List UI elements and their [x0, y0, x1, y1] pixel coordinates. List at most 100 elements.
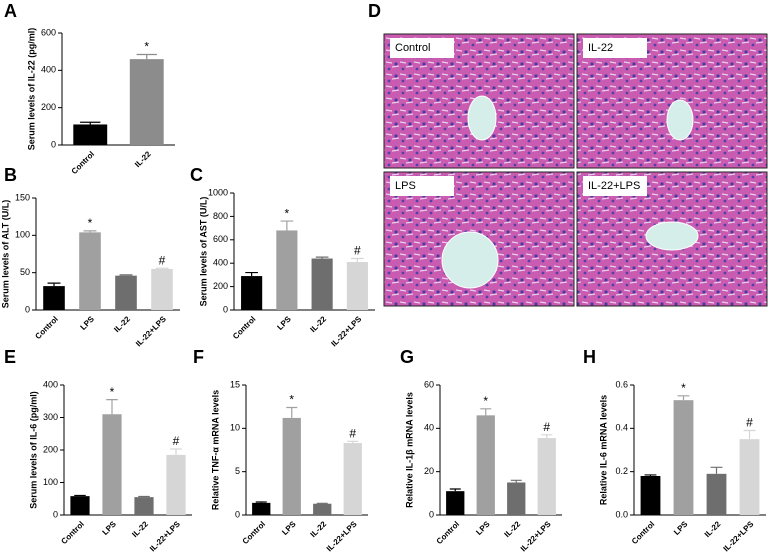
error-bar — [449, 488, 461, 492]
y-tick-label: 100 — [43, 477, 58, 487]
bar — [446, 491, 465, 515]
x-tick-label: IL-22 — [308, 314, 328, 334]
bar — [673, 400, 694, 515]
x-tick-label: IL-22+LPS — [722, 519, 756, 553]
y-axis-label: Serum levels of IL-22 (pg/ml) — [26, 28, 36, 151]
y-tick-label: 50 — [20, 267, 30, 277]
y-tick-label: 1000 — [208, 187, 228, 197]
error-bar — [286, 406, 298, 418]
y-tick-label: 400 — [43, 379, 58, 389]
error-bar — [136, 53, 157, 60]
bar — [282, 417, 301, 515]
y-tick-label: 0 — [53, 509, 58, 519]
x-tick-label: IL-22 — [133, 149, 153, 169]
y-tick-label: 5 — [235, 466, 240, 476]
y-axis-label: Serum levels of ALT (U/L) — [0, 200, 10, 309]
significance-marker: # — [354, 244, 361, 258]
panel-label: E — [4, 347, 16, 367]
central-vein — [666, 99, 694, 141]
image-label: LPS — [395, 180, 416, 192]
y-tick-label: 60 — [424, 379, 434, 389]
y-tick-label: 0.6 — [615, 379, 628, 389]
bar — [739, 439, 760, 515]
error-bar — [119, 274, 133, 276]
x-tick-label: IL-22 — [130, 519, 150, 539]
x-tick-label: Control — [231, 315, 257, 341]
central-vein — [467, 95, 497, 141]
y-tick-label: 400 — [41, 65, 56, 75]
error-bar — [47, 282, 61, 287]
y-tick-label: 0 — [235, 509, 240, 519]
error-bar — [351, 257, 364, 263]
y-tick-label: 150 — [15, 192, 30, 202]
y-tick-label: 800 — [213, 211, 228, 221]
error-bar — [245, 271, 258, 277]
significance-marker: # — [543, 420, 550, 434]
bar — [252, 502, 271, 515]
bar — [276, 230, 298, 310]
y-tick-label: 200 — [41, 102, 56, 112]
x-tick-label: Control — [435, 520, 461, 546]
image-label-box — [583, 176, 647, 196]
x-tick-label: IL-22 — [503, 519, 523, 539]
x-tick-label: LPS — [275, 314, 293, 332]
central-vein — [645, 221, 699, 251]
error-bar — [480, 408, 492, 416]
error-bar — [255, 501, 267, 503]
significance-marker: * — [144, 40, 149, 54]
panel-label: B — [4, 165, 17, 185]
y-tick-label: 10 — [230, 423, 240, 433]
bar — [311, 258, 333, 310]
x-tick-label: Control — [59, 520, 85, 546]
error-bar — [743, 429, 756, 440]
bar — [640, 476, 661, 515]
significance-marker: * — [110, 385, 115, 399]
y-tick-label: 400 — [213, 258, 228, 268]
bar — [151, 268, 173, 310]
bar — [476, 415, 495, 515]
image-label: IL-22 — [588, 42, 613, 54]
y-axis-label: Relative IL-6 mRNA levels — [598, 395, 608, 505]
bar — [507, 482, 526, 515]
error-bar — [280, 220, 294, 231]
bar — [70, 496, 90, 515]
image-label-box — [390, 176, 454, 196]
significance-marker: # — [746, 416, 753, 430]
panel-label: F — [193, 347, 204, 367]
bar — [134, 497, 154, 515]
x-tick-label: IL-22+LPS — [329, 314, 363, 348]
image-label-box — [390, 38, 454, 58]
x-tick-label: IL-22 — [112, 314, 132, 334]
central-vein — [441, 231, 499, 289]
error-bar — [644, 474, 657, 476]
bar — [129, 59, 164, 146]
x-tick-label: LPS — [101, 519, 119, 537]
x-tick-label: IL-22+LPS — [519, 519, 553, 553]
x-tick-label: Control — [630, 520, 656, 546]
significance-marker: * — [289, 393, 294, 407]
x-tick-label: Control — [70, 150, 96, 176]
panel-label: G — [400, 347, 414, 367]
y-tick-label: 40 — [424, 423, 434, 433]
panel-label: H — [583, 347, 596, 367]
y-tick-label: 0.0 — [615, 509, 628, 519]
significance-marker: * — [483, 394, 488, 408]
significance-marker: * — [681, 381, 686, 395]
significance-marker: # — [349, 427, 356, 441]
error-bar — [677, 395, 690, 401]
significance-marker: * — [285, 206, 290, 220]
error-bar — [74, 494, 86, 497]
error-bar — [170, 448, 182, 455]
y-tick-label: 200 — [213, 281, 228, 291]
x-tick-label: LPS — [79, 314, 97, 332]
y-tick-label: 0 — [223, 304, 228, 314]
y-tick-label: 100 — [15, 230, 30, 240]
bar — [343, 443, 362, 515]
error-bar — [83, 230, 97, 233]
error-bar — [541, 434, 553, 439]
bar — [79, 232, 101, 310]
y-axis-label: Relative IL-1β mRNA levels — [404, 392, 414, 508]
x-tick-label: IL-22 — [703, 519, 723, 539]
y-tick-label: 0 — [51, 139, 56, 149]
